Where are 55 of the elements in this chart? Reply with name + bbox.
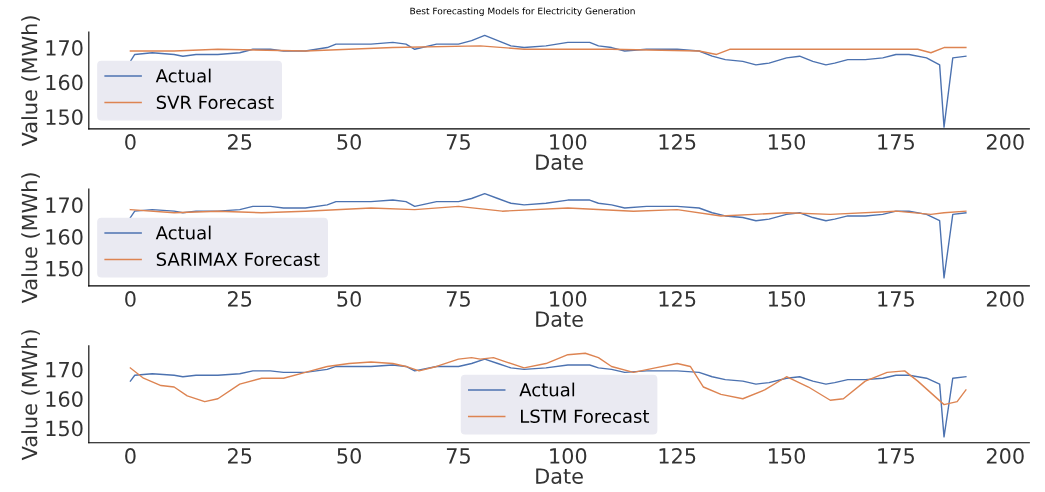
x-tick-label: 25: [228, 448, 252, 464]
line-series: [129, 45, 967, 56]
x-tick-label: 0: [125, 291, 136, 307]
x-tick-label: 125: [659, 448, 696, 464]
chart-title: Best Forecasting Models for Electricity Generation: [410, 7, 635, 17]
x-tick-label: 100: [550, 448, 587, 464]
y-tick-label: 170: [46, 40, 83, 56]
x-tick-label: 50: [337, 448, 361, 464]
x-axis-title: Date: [536, 154, 583, 171]
y-tick-label: 160: [46, 74, 83, 91]
legend-label: Actual: [519, 382, 575, 397]
x-tick-label: 100: [550, 134, 587, 150]
x-tick-label: 200: [986, 134, 1024, 150]
legend-label: SVR Forecast: [156, 95, 274, 110]
y-tick-label: 170: [46, 197, 83, 214]
x-tick-label: 0: [125, 448, 136, 464]
x-tick-label: 25: [228, 291, 252, 307]
line-series: [129, 205, 967, 217]
x-tick-label: 175: [878, 291, 914, 307]
y-axis-title: Value (MWh): [21, 173, 40, 304]
x-tick-label: 50: [337, 134, 361, 150]
x-axis-title: Date: [536, 311, 583, 327]
y-tick-label: 150: [46, 109, 83, 125]
x-tick-label: 150: [768, 291, 806, 307]
x-tick-label: 0: [125, 134, 136, 150]
x-tick-label: 100: [550, 291, 587, 307]
x-tick-label: 75: [446, 134, 470, 150]
y-tick-label: 170: [46, 361, 83, 378]
legend-label: Actual: [155, 68, 211, 83]
y-axis-title: Value (MWh): [21, 16, 40, 147]
x-tick-label: 75: [446, 448, 470, 464]
x-tick-label: 25: [228, 134, 252, 150]
y-tick-label: 150: [46, 260, 83, 277]
y-tick-label: 160: [46, 391, 83, 407]
y-axis-title: Value (MWh): [21, 330, 40, 461]
x-tick-label: 175: [878, 134, 914, 150]
x-tick-label: 125: [659, 291, 696, 307]
x-tick-label: 75: [446, 291, 470, 307]
x-tick-label: 200: [986, 448, 1024, 464]
legend-label: SARIMAX Forecast: [156, 252, 320, 267]
line-series: [129, 352, 967, 406]
y-tick-label: 150: [46, 420, 83, 437]
x-axis-title: Date: [536, 468, 583, 484]
x-tick-label: 125: [659, 134, 696, 150]
line-series: [129, 358, 967, 438]
x-tick-label: 150: [768, 134, 806, 150]
x-tick-label: 200: [986, 291, 1024, 307]
line-series: [129, 34, 967, 128]
legend-label: LSTM Forecast: [521, 409, 650, 424]
line-series: [129, 193, 967, 279]
x-tick-label: 175: [878, 448, 914, 464]
y-tick-label: 160: [46, 229, 83, 245]
legend-label: Actual: [155, 225, 211, 240]
x-tick-label: 50: [337, 291, 361, 307]
x-tick-label: 150: [768, 448, 806, 464]
